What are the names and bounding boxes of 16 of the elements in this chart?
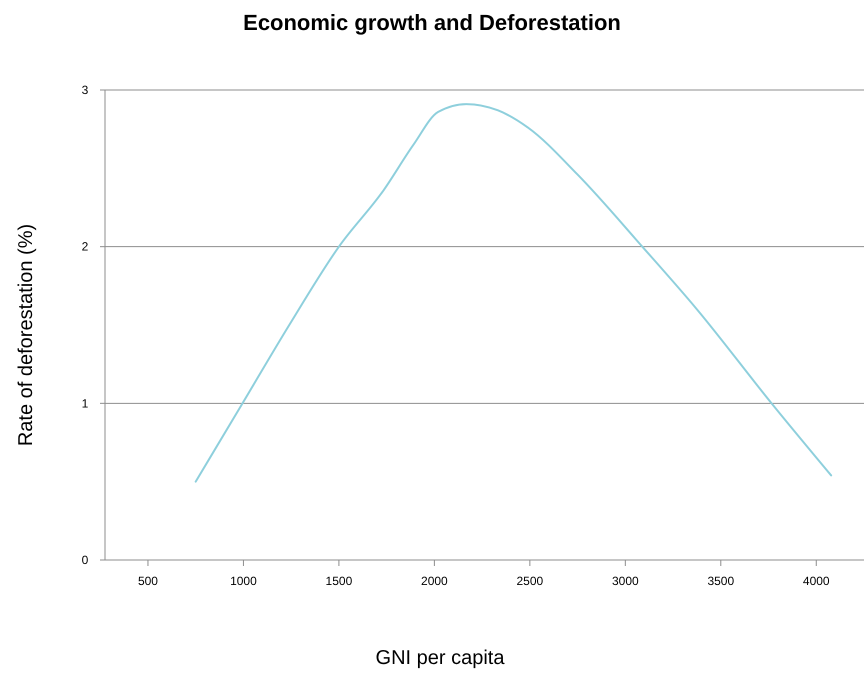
x-tick-label: 3500 — [707, 574, 734, 588]
line-series — [194, 103, 832, 483]
y-tick-label: 1 — [82, 396, 89, 410]
x-tick-label: 4000 — [802, 574, 830, 588]
y-axis-title: Rate of deforestation (%) — [15, 224, 37, 446]
y-tick-label: 3 — [82, 83, 89, 97]
x-tick-label: 500 — [138, 574, 158, 588]
y-tick-label: 2 — [82, 240, 89, 254]
x-axis-title: GNI per capita — [376, 647, 506, 669]
x-tick-label: 3000 — [612, 574, 639, 588]
x-tick-label: 1500 — [326, 574, 353, 588]
y-tick-label: 0 — [82, 553, 89, 567]
x-tick-label: 2000 — [421, 574, 448, 588]
x-tick-label: 1000 — [230, 574, 258, 588]
chart-title: Economic growth and Deforestation — [243, 10, 621, 35]
x-tick-label: 2500 — [516, 574, 544, 588]
